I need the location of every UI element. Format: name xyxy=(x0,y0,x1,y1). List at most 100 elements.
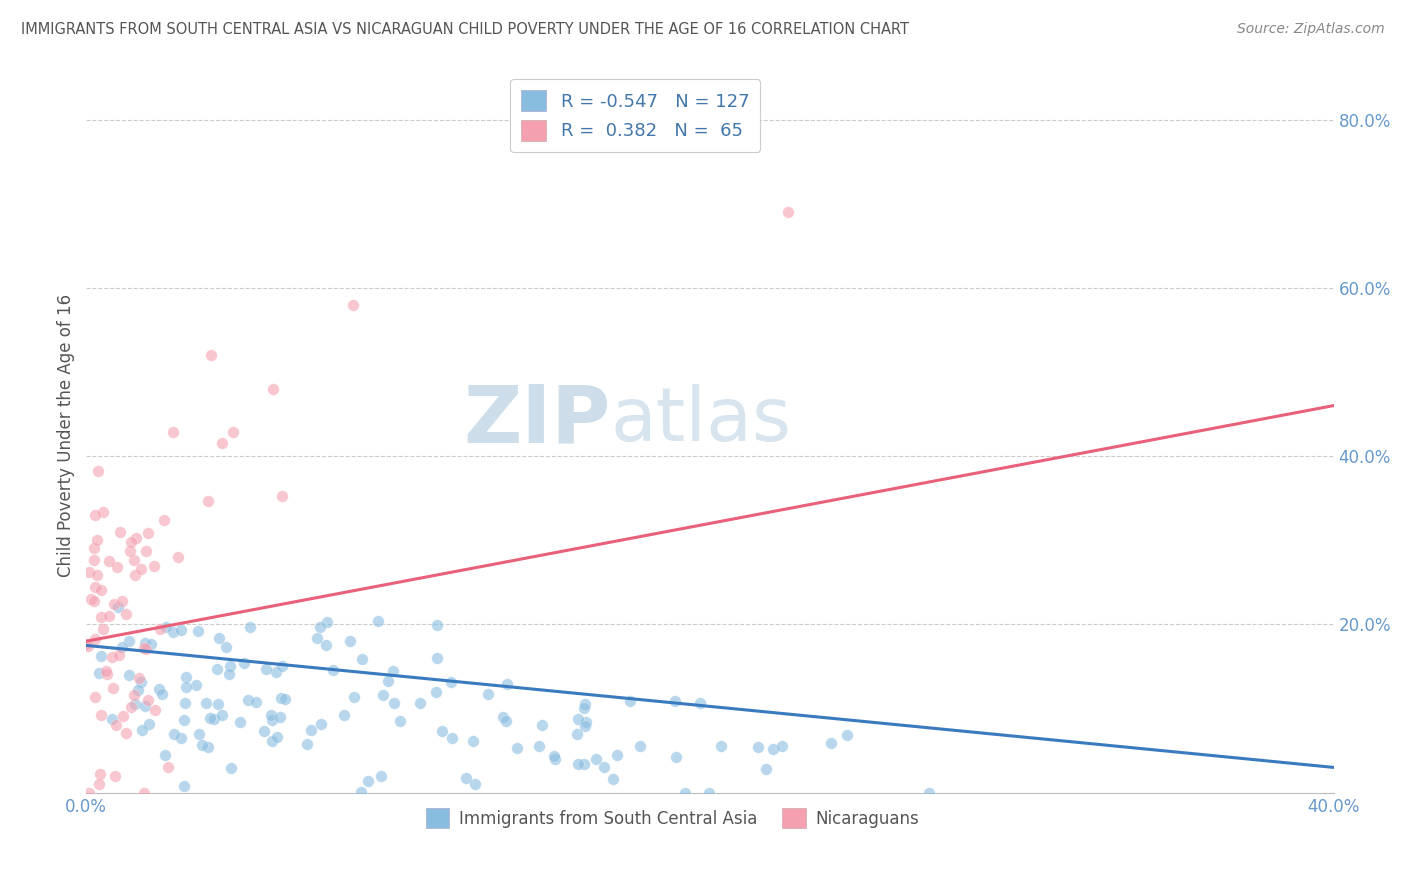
Point xyxy=(90,649,112,664)
Point xyxy=(129,675,152,690)
Point xyxy=(259,708,281,723)
Point xyxy=(270,691,292,706)
Point xyxy=(388,714,411,728)
Point xyxy=(86,567,108,582)
Point xyxy=(132,786,155,800)
Point xyxy=(128,671,150,685)
Point xyxy=(567,712,589,726)
Point xyxy=(264,665,287,679)
Point xyxy=(86,533,108,547)
Point xyxy=(197,739,219,754)
Point xyxy=(299,723,322,738)
Point xyxy=(125,532,148,546)
Point xyxy=(530,718,553,732)
Point xyxy=(367,614,389,628)
Point xyxy=(80,591,103,606)
Point xyxy=(322,663,344,677)
Point xyxy=(111,708,134,723)
Point xyxy=(606,747,628,762)
Point xyxy=(350,785,373,799)
Point xyxy=(309,619,332,633)
Point xyxy=(574,719,596,733)
Point xyxy=(87,464,110,478)
Point xyxy=(628,739,651,754)
Point xyxy=(155,620,177,634)
Point xyxy=(77,639,100,653)
Point xyxy=(315,615,337,629)
Point xyxy=(262,734,284,748)
Point xyxy=(273,691,295,706)
Point xyxy=(129,562,152,576)
Point xyxy=(90,610,112,624)
Point xyxy=(84,632,107,646)
Point xyxy=(219,658,242,673)
Point xyxy=(245,695,267,709)
Point xyxy=(200,711,222,725)
Point xyxy=(664,694,686,708)
Point xyxy=(495,714,517,729)
Point xyxy=(101,712,124,726)
Point xyxy=(762,741,785,756)
Point xyxy=(132,640,155,655)
Point xyxy=(105,718,128,732)
Point xyxy=(191,738,214,752)
Point xyxy=(425,685,447,699)
Point xyxy=(381,664,404,678)
Point xyxy=(270,659,292,673)
Point xyxy=(114,607,136,621)
Point xyxy=(87,777,110,791)
Point xyxy=(108,525,131,540)
Point xyxy=(350,652,373,666)
Point xyxy=(205,662,228,676)
Point xyxy=(167,550,190,565)
Point xyxy=(124,568,146,582)
Point xyxy=(215,640,238,655)
Point xyxy=(75,637,97,651)
Point xyxy=(269,710,291,724)
Point xyxy=(229,714,252,729)
Point xyxy=(90,582,112,597)
Point xyxy=(155,747,177,762)
Point xyxy=(101,650,124,665)
Point xyxy=(134,699,156,714)
Point xyxy=(107,600,129,615)
Text: atlas: atlas xyxy=(610,384,792,458)
Point xyxy=(170,731,193,746)
Point xyxy=(173,696,195,710)
Point xyxy=(162,625,184,640)
Point xyxy=(90,707,112,722)
Point xyxy=(200,348,222,362)
Point xyxy=(239,620,262,634)
Point xyxy=(565,726,588,740)
Point xyxy=(454,771,477,785)
Point xyxy=(440,731,463,745)
Point xyxy=(339,634,361,648)
Point xyxy=(492,710,515,724)
Point xyxy=(820,736,842,750)
Point xyxy=(426,651,449,665)
Point xyxy=(543,749,565,764)
Point xyxy=(202,712,225,726)
Point xyxy=(87,666,110,681)
Point xyxy=(592,760,614,774)
Point xyxy=(370,769,392,783)
Point xyxy=(195,696,218,710)
Point xyxy=(918,786,941,800)
Text: IMMIGRANTS FROM SOUTH CENTRAL ASIA VS NICARAGUAN CHILD POVERTY UNDER THE AGE OF : IMMIGRANTS FROM SOUTH CENTRAL ASIA VS NI… xyxy=(21,22,910,37)
Point xyxy=(138,717,160,731)
Point xyxy=(295,738,318,752)
Point xyxy=(309,717,332,731)
Point xyxy=(120,535,142,549)
Point xyxy=(253,723,276,738)
Point xyxy=(96,666,118,681)
Point xyxy=(89,767,111,781)
Point xyxy=(184,678,207,692)
Point xyxy=(377,673,399,688)
Point xyxy=(211,708,233,723)
Point xyxy=(176,680,198,694)
Point xyxy=(115,725,138,739)
Point xyxy=(117,634,139,648)
Point xyxy=(135,544,157,558)
Point xyxy=(134,636,156,650)
Point xyxy=(110,593,132,607)
